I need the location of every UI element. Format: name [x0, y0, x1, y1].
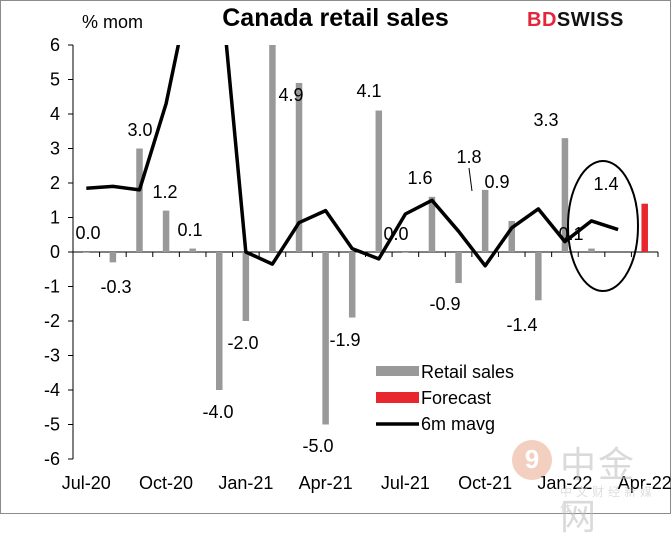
retail-sales-bar	[428, 196, 436, 252]
retail-sales-bar	[588, 248, 595, 252]
data-label: -5.0	[302, 436, 333, 456]
watermark: 9 中金网 中文财经新媒体	[510, 436, 670, 538]
forecast-bar	[641, 203, 648, 252]
retail-sales-bar	[189, 248, 196, 252]
label-leader-line	[468, 167, 473, 192]
y-tick-label: -6	[44, 449, 60, 469]
retail-sales-bar	[535, 252, 542, 301]
data-label: 1.2	[152, 182, 177, 202]
legend-swatch-retail-sales	[376, 366, 419, 376]
x-tick-label: Jan-22	[537, 473, 592, 493]
retail-sales-bar	[109, 252, 117, 263]
y-tick-label: -2	[44, 311, 60, 331]
retail-sales-bar	[481, 189, 489, 252]
y-tick-label: 5	[50, 70, 60, 90]
watermark-logo-icon: 9	[512, 440, 552, 480]
data-label: 1.4	[593, 174, 618, 194]
data-label: 4.9	[278, 85, 303, 105]
data-label: 4.1	[356, 81, 381, 101]
data-label: -0.9	[429, 294, 460, 314]
brand-logo: BDSWISS	[527, 9, 624, 32]
legend-swatch-forecast	[376, 392, 419, 403]
retail-sales-bar	[242, 252, 250, 321]
x-tick-label: Jan-21	[218, 473, 273, 493]
retail-sales-bar	[136, 148, 143, 252]
legend-label-retail-sales: Retail sales	[421, 362, 514, 382]
data-label: -2.0	[227, 333, 258, 353]
y-tick-label: 3	[50, 139, 60, 159]
retail-sales-bar	[508, 220, 515, 252]
data-label: 0.0	[383, 224, 408, 244]
legend-label-mavg: 6m mavg	[421, 414, 495, 434]
y-tick-label: 2	[50, 173, 60, 193]
data-label: -1.9	[329, 330, 360, 350]
retail-sales-bar	[402, 252, 409, 253]
mavg-line	[86, 45, 619, 268]
retail-sales-bar	[162, 210, 170, 252]
retail-sales-bar	[455, 252, 462, 284]
forecast-highlight-ellipse	[567, 160, 639, 292]
y-axis-label: % mom	[82, 12, 143, 32]
x-tick-label: Jul-21	[381, 473, 430, 493]
y-tick-label: -1	[44, 277, 60, 297]
y-tick-label: -3	[44, 346, 60, 366]
x-tick-label: Oct-20	[139, 473, 193, 493]
retail-sales-bar	[83, 252, 90, 253]
x-tick-label: Oct-21	[458, 473, 512, 493]
watermark-subtext: 中文财经新媒体	[560, 485, 657, 516]
data-label: -1.4	[506, 315, 537, 335]
retail-sales-bar	[269, 45, 276, 252]
data-label: 1.6	[407, 168, 432, 188]
logo-bd: BD	[527, 9, 557, 31]
data-label: 1.8	[456, 147, 481, 167]
logo-swiss: SWISS	[556, 9, 624, 31]
x-tick-label: Apr-22	[618, 473, 671, 493]
retail-sales-bar	[322, 252, 329, 425]
y-tick-label: 1	[50, 208, 60, 228]
y-tick-label: 4	[50, 104, 60, 124]
data-label: 0.9	[484, 172, 509, 192]
retail-sales-bar	[216, 252, 223, 390]
retail-sales-bar	[295, 82, 303, 252]
retail-sales-bar	[348, 252, 356, 318]
data-label: -0.3	[100, 277, 131, 297]
x-tick-label: Apr-21	[299, 473, 353, 493]
data-label: 0.1	[177, 220, 202, 240]
chart-title: Canada retail sales	[222, 4, 449, 32]
x-tick-label: Jul-20	[62, 473, 111, 493]
retail-sales-bar	[561, 138, 569, 252]
data-label: 3.3	[533, 110, 558, 130]
y-tick-label: -5	[44, 415, 60, 435]
data-label: 3.0	[127, 120, 152, 140]
y-tick-label: 6	[50, 35, 60, 55]
data-label: 0.1	[558, 224, 583, 244]
retail-sales-bar	[375, 110, 383, 252]
data-label: 0.0	[75, 223, 100, 243]
data-label: -4.0	[202, 402, 233, 422]
legend-label-forecast: Forecast	[421, 388, 491, 408]
chart-canvas: -6 -5 -4 -3 -2 -1 0 1 2 3 4 5 6 % mom Jul-20 Oct-20 Jan-…	[44, 12, 671, 493]
y-tick-label: 0	[50, 242, 60, 262]
y-tick-label: -4	[44, 380, 60, 400]
